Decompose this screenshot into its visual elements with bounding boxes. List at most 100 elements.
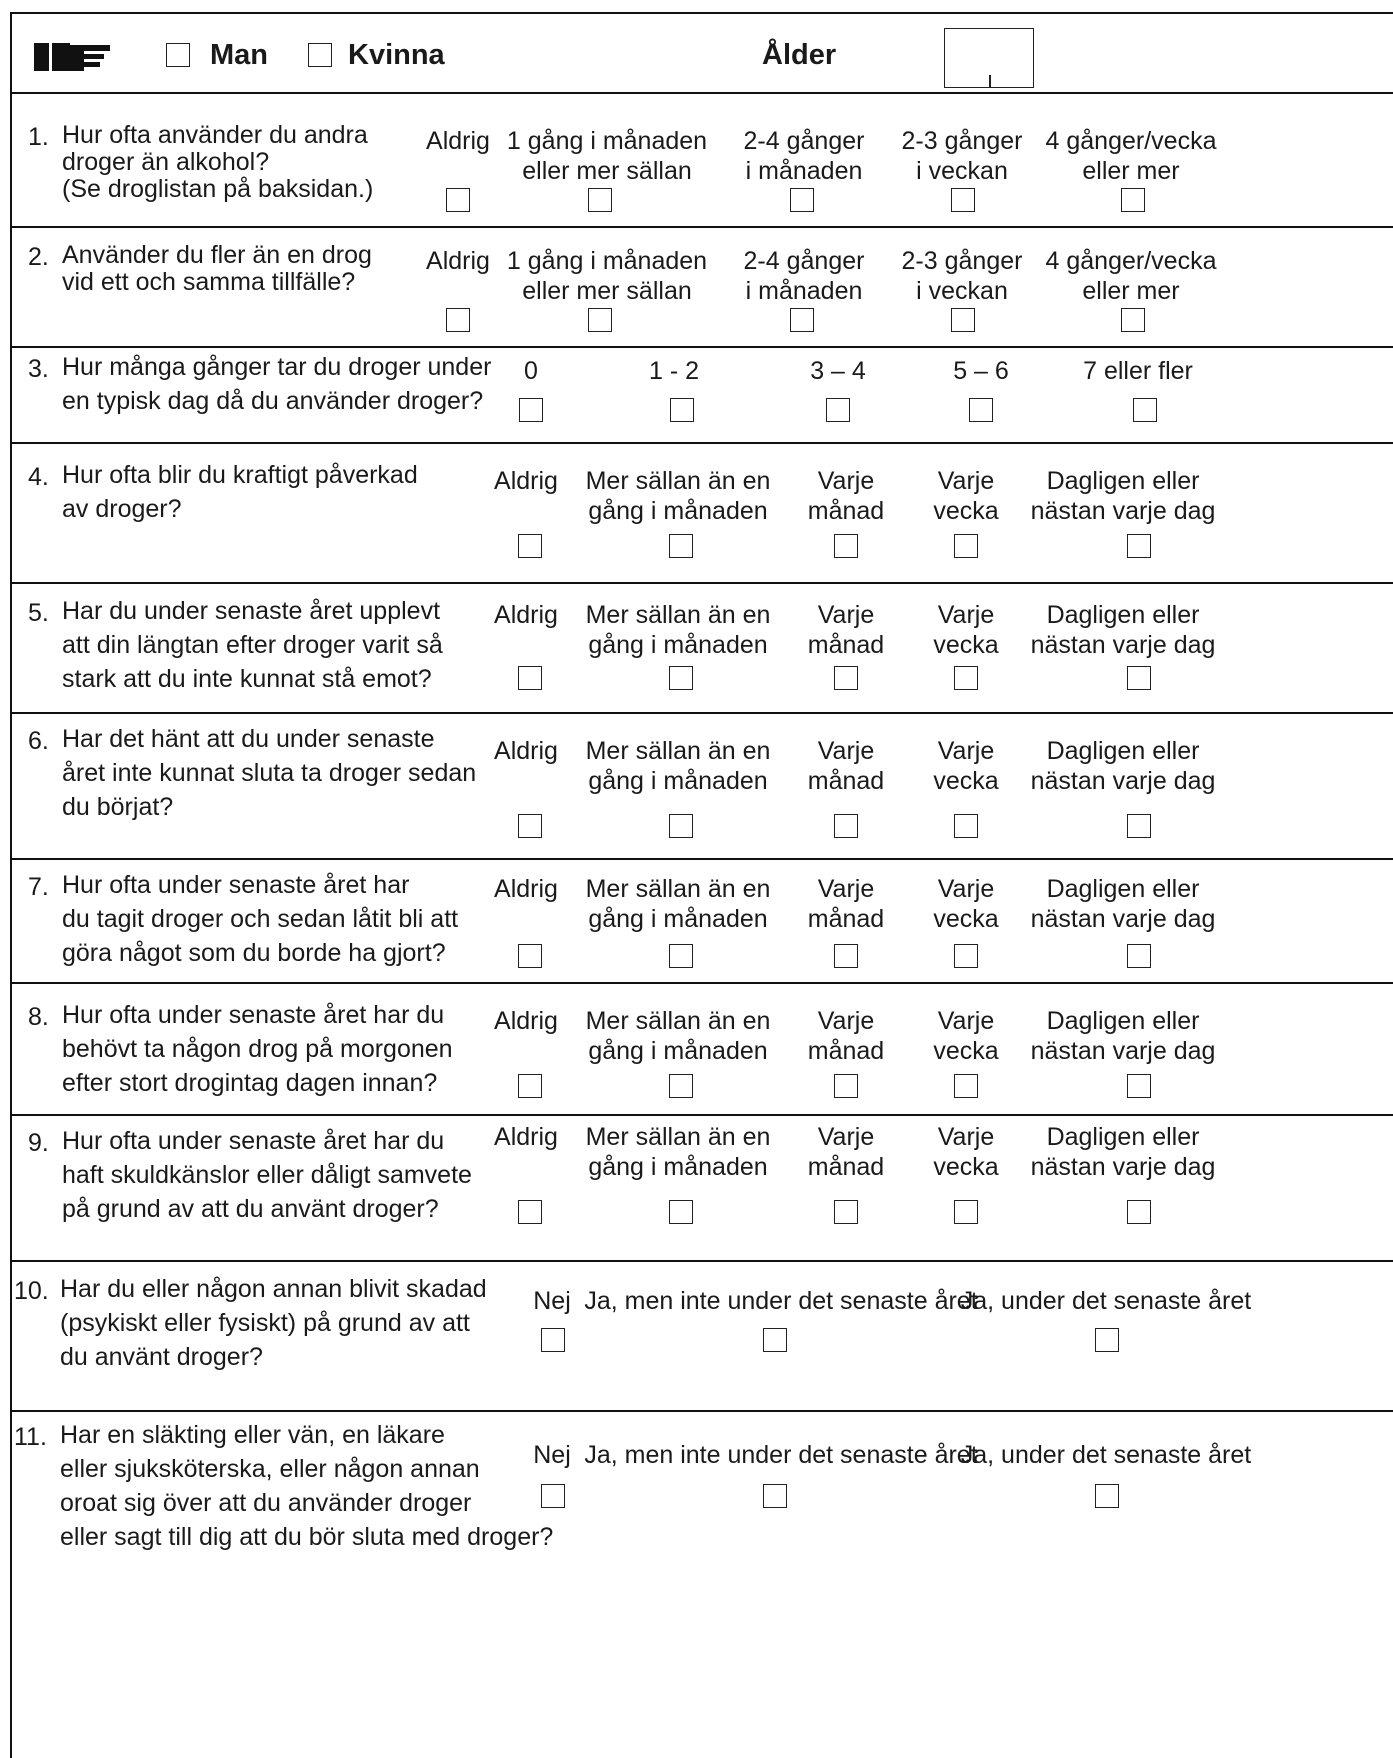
answer-checkbox[interactable] <box>954 1074 978 1098</box>
answer-checkbox[interactable] <box>669 534 693 558</box>
answer-checkbox[interactable] <box>951 188 975 212</box>
answer-checkbox[interactable] <box>670 398 694 422</box>
answer-checkbox[interactable] <box>1127 1074 1151 1098</box>
option-label: gång i månaden <box>588 1037 768 1065</box>
answer-checkbox[interactable] <box>541 1328 565 1352</box>
option-label: 1 gång i månaden <box>506 127 708 155</box>
option-label: Dagligen eller <box>1046 1123 1200 1151</box>
answer-checkbox[interactable] <box>969 398 993 422</box>
question-text-line: en typisk dag då du använder droger? <box>62 387 484 415</box>
option-label: Varje <box>817 875 875 903</box>
answer-checkbox[interactable] <box>1127 944 1151 968</box>
answer-checkbox[interactable] <box>834 534 858 558</box>
answer-checkbox[interactable] <box>1127 814 1151 838</box>
question-text-line: haft skuldkänslor eller dåligt samvete <box>62 1161 472 1189</box>
answer-checkbox[interactable] <box>954 666 978 690</box>
option-label: månad <box>807 767 885 795</box>
answer-checkbox[interactable] <box>541 1484 565 1508</box>
answer-checkbox[interactable] <box>954 1200 978 1224</box>
answer-checkbox[interactable] <box>669 814 693 838</box>
question-text-line: oroat sig över att du använder droger <box>60 1489 472 1517</box>
answer-checkbox[interactable] <box>763 1484 787 1508</box>
question-number: 3. <box>28 355 49 383</box>
answer-checkbox[interactable] <box>790 188 814 212</box>
option-label: i veckan <box>916 277 1008 305</box>
age-input[interactable] <box>944 28 1034 88</box>
answer-checkbox[interactable] <box>518 534 542 558</box>
option-label: nästan varje dag <box>1030 1153 1216 1181</box>
answer-checkbox[interactable] <box>519 398 543 422</box>
option-label: Ja, men inte under det senaste året <box>584 1287 978 1315</box>
option-label: eller mer <box>1082 157 1180 185</box>
question-text-line: Hur många gånger tar du droger under <box>62 353 492 381</box>
question-text-line: stark att du inte kunnat stå emot? <box>62 665 432 693</box>
question-text-line: Hur ofta använder du andra <box>62 121 368 149</box>
question-number: 7. <box>28 873 49 901</box>
answer-checkbox[interactable] <box>1127 534 1151 558</box>
option-label: Varje <box>937 467 995 495</box>
answer-checkbox[interactable] <box>518 944 542 968</box>
answer-checkbox[interactable] <box>763 1328 787 1352</box>
option-label: 2-3 gånger <box>901 247 1023 275</box>
answer-checkbox[interactable] <box>1095 1484 1119 1508</box>
option-label: Dagligen eller <box>1046 467 1200 495</box>
option-label: Aldrig <box>426 127 490 155</box>
answer-checkbox[interactable] <box>834 814 858 838</box>
gender-man-checkbox[interactable] <box>166 43 190 67</box>
answer-checkbox[interactable] <box>446 188 470 212</box>
answer-checkbox[interactable] <box>518 1074 542 1098</box>
answer-checkbox[interactable] <box>1127 1200 1151 1224</box>
answer-checkbox[interactable] <box>518 666 542 690</box>
answer-checkbox[interactable] <box>588 188 612 212</box>
row-divider <box>10 858 1393 860</box>
gender-woman-checkbox[interactable] <box>308 43 332 67</box>
pointing-hand-icon <box>34 43 110 71</box>
answer-checkbox[interactable] <box>834 666 858 690</box>
answer-checkbox[interactable] <box>951 308 975 332</box>
option-label: vecka <box>933 767 999 795</box>
option-label: Mer sällan än en <box>585 601 771 629</box>
answer-checkbox[interactable] <box>954 944 978 968</box>
answer-checkbox[interactable] <box>954 534 978 558</box>
answer-checkbox[interactable] <box>588 308 612 332</box>
answer-checkbox[interactable] <box>669 1074 693 1098</box>
gender-woman-label: Kvinna <box>348 39 445 71</box>
option-label: Ja, under det senaste året <box>960 1441 1252 1469</box>
option-label: vecka <box>933 1153 999 1181</box>
question-text-line: på grund av att du använt droger? <box>62 1195 439 1223</box>
option-label: 3 – 4 <box>810 357 866 385</box>
option-label: Varje <box>937 1123 995 1151</box>
row-divider <box>10 442 1393 444</box>
answer-checkbox[interactable] <box>1127 666 1151 690</box>
answer-checkbox[interactable] <box>790 308 814 332</box>
option-label: nästan varje dag <box>1030 1037 1216 1065</box>
answer-checkbox[interactable] <box>826 398 850 422</box>
question-text-line: droger än alkohol? <box>62 148 270 176</box>
question-text-line: göra något som du borde ha gjort? <box>62 939 446 967</box>
option-label: Dagligen eller <box>1046 601 1200 629</box>
option-label: Nej <box>533 1441 571 1469</box>
row-divider <box>10 712 1393 714</box>
option-label: 5 – 6 <box>953 357 1009 385</box>
answer-checkbox[interactable] <box>834 1200 858 1224</box>
question-text-line: du börjat? <box>62 793 174 821</box>
answer-checkbox[interactable] <box>834 944 858 968</box>
answer-checkbox[interactable] <box>446 308 470 332</box>
answer-checkbox[interactable] <box>1121 188 1145 212</box>
answer-checkbox[interactable] <box>1121 308 1145 332</box>
option-label: Aldrig <box>494 737 558 765</box>
answer-checkbox[interactable] <box>669 944 693 968</box>
answer-checkbox[interactable] <box>954 814 978 838</box>
answer-checkbox[interactable] <box>669 1200 693 1224</box>
option-label: nästan varje dag <box>1030 905 1216 933</box>
answer-checkbox[interactable] <box>1133 398 1157 422</box>
answer-checkbox[interactable] <box>518 1200 542 1224</box>
option-label: Ja, under det senaste året <box>960 1287 1252 1315</box>
option-label: månad <box>807 1037 885 1065</box>
option-label: gång i månaden <box>588 767 768 795</box>
answer-checkbox[interactable] <box>834 1074 858 1098</box>
question-text-line: att din längtan efter droger varit så <box>62 631 443 659</box>
answer-checkbox[interactable] <box>518 814 542 838</box>
answer-checkbox[interactable] <box>1095 1328 1119 1352</box>
answer-checkbox[interactable] <box>669 666 693 690</box>
